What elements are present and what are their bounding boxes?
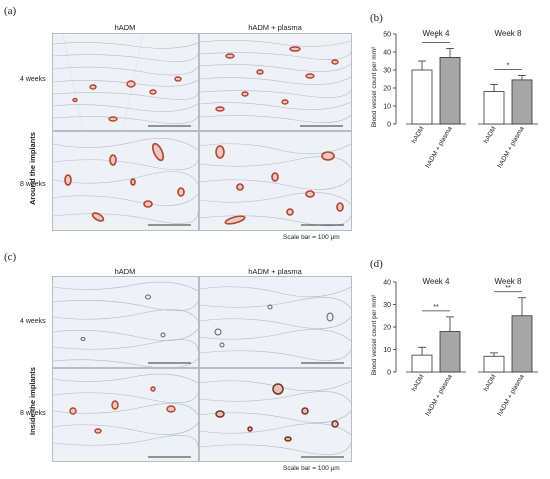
x-tick-label: hADM bbox=[411, 374, 426, 393]
micrograph-image bbox=[200, 143, 351, 227]
panel-c-col-hadm-plasma: hADM + plasma bbox=[248, 267, 302, 276]
panel-c-side-label: Inside the implants bbox=[28, 367, 37, 435]
panel-c-row-8weeks: 8 weeks bbox=[20, 410, 46, 417]
bar bbox=[511, 315, 533, 373]
significance-label: * bbox=[507, 62, 510, 69]
micrograph-image bbox=[53, 138, 198, 226]
micrograph-around-plasma-4w bbox=[199, 33, 352, 131]
panel-c-col-hadm: hADM bbox=[114, 267, 136, 276]
x-tick-label: hADM bbox=[411, 126, 426, 145]
micrograph-around-plasma-8w bbox=[199, 131, 352, 231]
y-tick-label: 30 bbox=[383, 68, 391, 75]
bar bbox=[439, 331, 461, 373]
x-tick-label: hADM + plasma bbox=[424, 125, 453, 169]
group-title: Week 4 bbox=[423, 29, 451, 38]
bar bbox=[483, 91, 505, 125]
panel-a-col-hadm: hADM bbox=[114, 23, 136, 32]
y-tick-label: 10 bbox=[383, 347, 391, 354]
micrograph-around-hadm-8w bbox=[52, 131, 199, 231]
x-tick-label: hADM bbox=[483, 374, 498, 393]
group-title: Week 8 bbox=[495, 29, 523, 38]
micrograph-image bbox=[200, 380, 351, 458]
micrograph-image bbox=[53, 281, 198, 367]
panel-a-side-label: Around the implants bbox=[28, 132, 37, 205]
x-tick-label: hADM + plasma bbox=[496, 373, 525, 417]
y-tick-label: 30 bbox=[383, 302, 391, 309]
significance-label: ** bbox=[433, 304, 439, 311]
significance-label: ** bbox=[505, 285, 511, 292]
chart-d: 0 10 20 30 40 Blood vessel count per mm² Week … bbox=[371, 277, 538, 417]
panel-c-row-4weeks: 4 weeks bbox=[20, 318, 46, 325]
bar bbox=[411, 354, 433, 373]
panel-d-letter: (d) bbox=[370, 258, 383, 270]
y-tick-label: 0 bbox=[387, 122, 391, 129]
y-tick-label: 10 bbox=[383, 104, 391, 111]
group-title: Week 8 bbox=[495, 277, 523, 286]
micrograph-image bbox=[53, 373, 198, 458]
y-tick-label: 40 bbox=[383, 50, 391, 57]
bar bbox=[411, 69, 433, 125]
y-tick-label: 0 bbox=[387, 370, 391, 377]
panel-c-letter: (c) bbox=[4, 251, 17, 263]
x-tick-label: hADM + plasma bbox=[424, 373, 453, 417]
panel-c-scale-text: Scale bar = 100 µm bbox=[283, 465, 340, 472]
bar bbox=[511, 79, 533, 125]
chart-b: 0 10 20 30 40 50 Blood vessel count per mm² Wee… bbox=[371, 29, 538, 169]
bar bbox=[483, 355, 505, 373]
y-tick-label: 40 bbox=[383, 280, 391, 287]
y-tick-label: 20 bbox=[383, 325, 391, 332]
panel-a-row-4weeks: 4 weeks bbox=[20, 76, 46, 83]
micrograph-inside-plasma-8w bbox=[199, 368, 352, 462]
y-tick-label: 20 bbox=[383, 86, 391, 93]
panel-a-letter: (a) bbox=[4, 5, 17, 17]
y-axis-label: Blood vessel count per mm² bbox=[371, 294, 378, 375]
panel-a-col-hadm-plasma: hADM + plasma bbox=[248, 23, 302, 32]
micrograph-around-hadm-4w bbox=[52, 33, 199, 131]
y-tick-label: 50 bbox=[383, 32, 391, 39]
x-tick-label: hADM bbox=[483, 126, 498, 145]
panel-a-scale-text: Scale bar = 100 µm bbox=[283, 234, 340, 241]
micrograph-inside-hadm-8w bbox=[52, 368, 199, 462]
micrograph-image bbox=[53, 34, 198, 130]
bar bbox=[439, 57, 461, 125]
significance-label: * bbox=[435, 35, 438, 42]
y-axis-label: Blood vessel count per mm² bbox=[371, 46, 378, 127]
x-tick-label: hADM + plasma bbox=[496, 125, 525, 169]
micrograph-inside-plasma-4w bbox=[199, 276, 352, 368]
panel-b-letter: (b) bbox=[370, 12, 383, 24]
micrograph-image bbox=[200, 40, 351, 127]
micrograph-inside-hadm-4w bbox=[52, 276, 199, 368]
micrograph-image bbox=[200, 286, 351, 364]
group-title: Week 4 bbox=[423, 277, 451, 286]
panel-a-row-8weeks: 8 weeks bbox=[20, 181, 46, 188]
